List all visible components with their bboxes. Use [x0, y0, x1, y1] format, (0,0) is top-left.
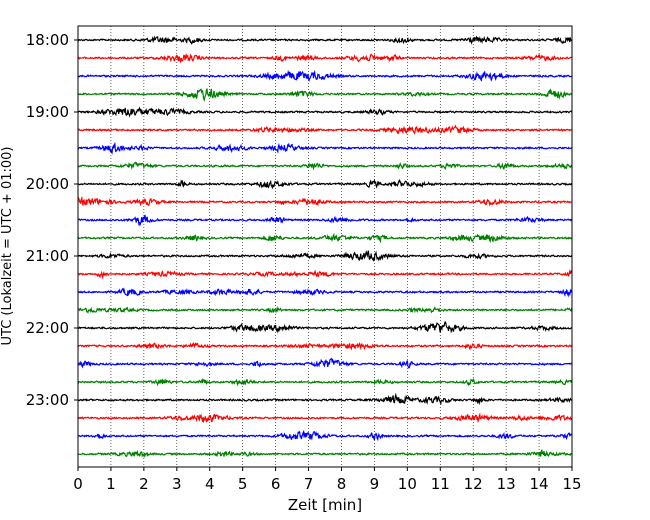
- trace-12: [77, 232, 573, 244]
- y-tick-label: 23:00: [26, 391, 69, 409]
- x-tick-label: 7: [304, 475, 314, 493]
- trace-4: [77, 88, 573, 102]
- trace-1: [77, 35, 573, 45]
- trace-22: [77, 412, 573, 424]
- trace-24: [77, 449, 573, 458]
- trace-18: [77, 341, 573, 351]
- x-tick-label: 3: [172, 475, 182, 493]
- y-tick-label: 22:00: [26, 319, 69, 337]
- plot-background: [78, 26, 572, 467]
- trace-13: [77, 249, 573, 262]
- x-tick-label: 11: [431, 475, 450, 493]
- trace-14: [77, 268, 573, 280]
- x-tick-label: 14: [530, 475, 549, 493]
- x-tick-label: 13: [497, 475, 516, 493]
- x-tick-label: 2: [139, 475, 149, 493]
- x-tick-label: 5: [238, 475, 248, 493]
- trace-15: [78, 287, 573, 298]
- x-tick-label: 9: [370, 475, 380, 493]
- x-tick-label: 1: [106, 475, 116, 493]
- x-tick-label: 15: [562, 475, 581, 493]
- trace-9: [77, 179, 573, 190]
- y-tick-label: 19:00: [26, 103, 69, 121]
- trace-23: [77, 429, 573, 442]
- y-tick-label: 21:00: [26, 247, 69, 265]
- trace-21: [77, 392, 573, 406]
- plot-frame: [77, 25, 573, 468]
- trace-6: [77, 124, 573, 135]
- trace-19: [77, 357, 573, 369]
- trace-8: [77, 161, 573, 171]
- y-axis-label: UTC (Lokalzeit = UTC + 01:00): [0, 147, 15, 346]
- x-axis-ticks: 0 1 2 3 4 5 6 7 8 9 10 11 12 13 14 15: [73, 467, 582, 493]
- trace-3: [77, 69, 573, 82]
- y-tick-label: 18:00: [26, 31, 69, 49]
- trace-2: [77, 52, 573, 64]
- x-tick-label: 4: [205, 475, 215, 493]
- x-axis-label: Zeit [min]: [288, 496, 362, 514]
- x-tick-label: 8: [337, 475, 347, 493]
- trace-11: [77, 214, 573, 227]
- trace-7: [77, 141, 573, 155]
- x-tick-label: 10: [398, 475, 417, 493]
- trace-group: [77, 35, 573, 458]
- x-tick-label: 0: [73, 475, 83, 493]
- trace-16: [77, 305, 573, 314]
- y-axis-ticks: 18:00 19:00 20:00 21:00 22:00 23:00: [26, 31, 78, 409]
- trace-10: [77, 196, 573, 207]
- trace-5: [77, 106, 573, 118]
- x-tick-label: 12: [464, 475, 483, 493]
- x-tick-label: 6: [271, 475, 281, 493]
- trace-20: [77, 377, 573, 387]
- trace-17: [77, 320, 573, 334]
- y-tick-label: 20:00: [26, 175, 69, 193]
